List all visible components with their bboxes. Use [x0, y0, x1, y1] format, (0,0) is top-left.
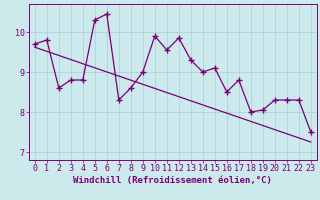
- X-axis label: Windchill (Refroidissement éolien,°C): Windchill (Refroidissement éolien,°C): [73, 176, 272, 185]
